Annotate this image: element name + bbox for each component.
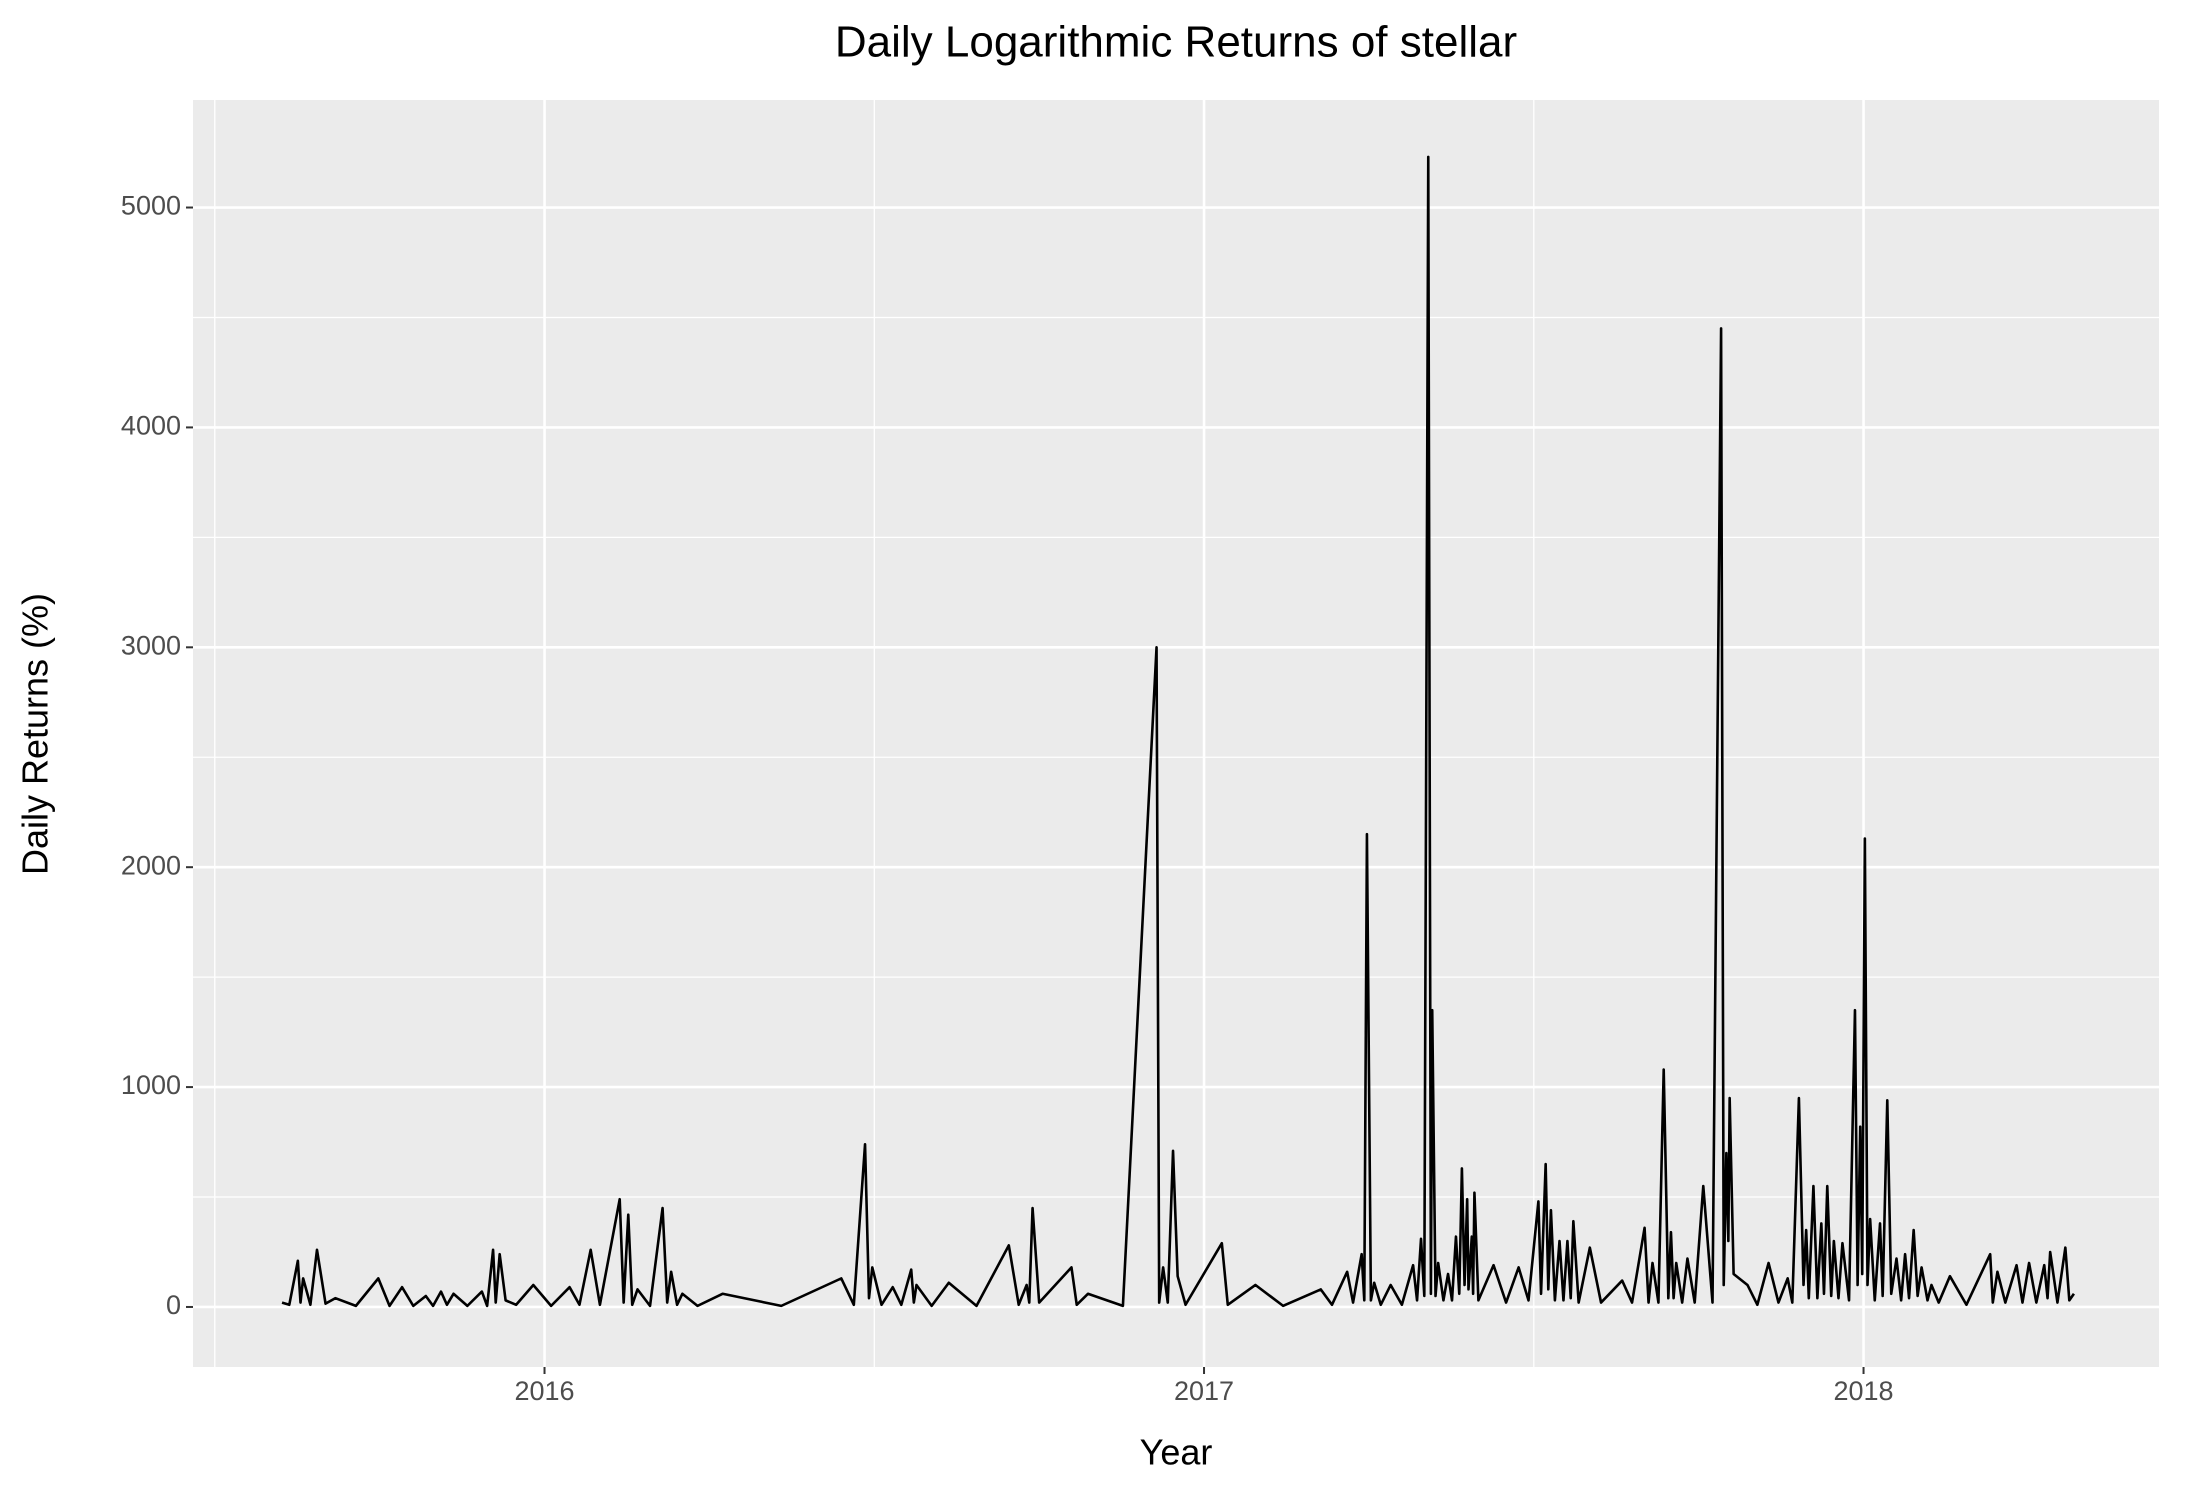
- line: [281, 155, 2075, 1308]
- x-axis-title: Year: [1140, 1432, 1213, 1473]
- x-tick-label: 2017: [1174, 1376, 1234, 1406]
- panel: [193, 100, 2159, 1367]
- x-tick-label: 2016: [514, 1376, 574, 1406]
- y-tick-label: 3000: [121, 630, 181, 660]
- y-tick-label: 0: [166, 1290, 181, 1320]
- y-tick-label: 5000: [121, 191, 181, 221]
- x-tick-label: 2018: [1834, 1376, 1894, 1406]
- y-tick-label: 1000: [121, 1070, 181, 1100]
- y-axis-title: Daily Returns (%): [15, 593, 56, 875]
- chart-title: Daily Logarithmic Returns of stellar: [835, 18, 1517, 67]
- y-tick-label: 4000: [121, 411, 181, 441]
- y-tick-label: 2000: [121, 850, 181, 880]
